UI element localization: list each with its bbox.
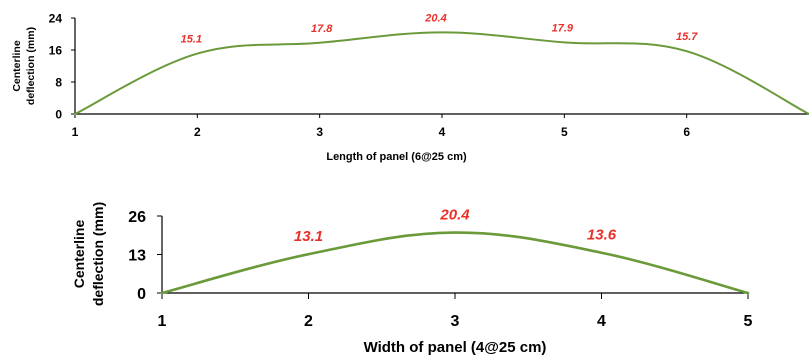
y-axis-title: Centerline xyxy=(71,220,87,289)
y-axis-title: deflection (mm) xyxy=(25,27,37,105)
x-axis-title: Length of panel (6@25 cm) xyxy=(326,151,467,163)
data-label: 13.1 xyxy=(294,228,323,245)
x-axis-title: Width of panel (4@25 cm) xyxy=(364,339,547,356)
y-tick-label: 26 xyxy=(128,209,146,226)
data-label: 20.4 xyxy=(439,207,470,224)
x-tick-label: 1 xyxy=(72,125,79,139)
length-deflection-chart: 0 8 16 24 1 2 3 4 5 6 Length of panel (6@25 cm) Cen… xyxy=(11,11,809,163)
data-label: 20.4 xyxy=(424,12,446,24)
x-tick-label: 5 xyxy=(561,125,568,139)
y-tick-label: 24 xyxy=(49,11,63,25)
data-label: 17.9 xyxy=(552,22,574,34)
x-tick-label: 4 xyxy=(597,313,606,330)
x-tick-label: 2 xyxy=(194,125,201,139)
x-tick-label: 5 xyxy=(744,313,753,330)
data-label: 15.7 xyxy=(676,31,698,43)
y-axis-title: deflection (mm) xyxy=(90,202,106,306)
deflection-series-line xyxy=(160,231,750,295)
x-tick-label: 2 xyxy=(304,313,313,330)
y-axis-title: Centerline xyxy=(11,40,23,92)
y-tick-label: 0 xyxy=(55,107,62,121)
y-tick-label: 8 xyxy=(55,75,62,89)
data-label: 13.6 xyxy=(587,227,617,244)
data-label: 17.8 xyxy=(311,23,333,35)
x-tick-label: 3 xyxy=(451,313,460,330)
x-tick-label: 4 xyxy=(439,125,446,139)
x-tick-label: 1 xyxy=(158,313,167,330)
y-tick-label: 13 xyxy=(128,247,146,264)
width-deflection-chart: 0 13 26 1 2 3 4 5 Width of panel (4@25 cm) Center… xyxy=(71,202,753,356)
y-tick-label: 0 xyxy=(137,286,146,303)
y-tick-label: 16 xyxy=(49,43,63,57)
x-tick-label: 3 xyxy=(316,125,323,139)
data-label: 15.1 xyxy=(181,34,202,46)
x-tick-label: 6 xyxy=(683,125,690,139)
deflection-series-line xyxy=(74,31,809,115)
